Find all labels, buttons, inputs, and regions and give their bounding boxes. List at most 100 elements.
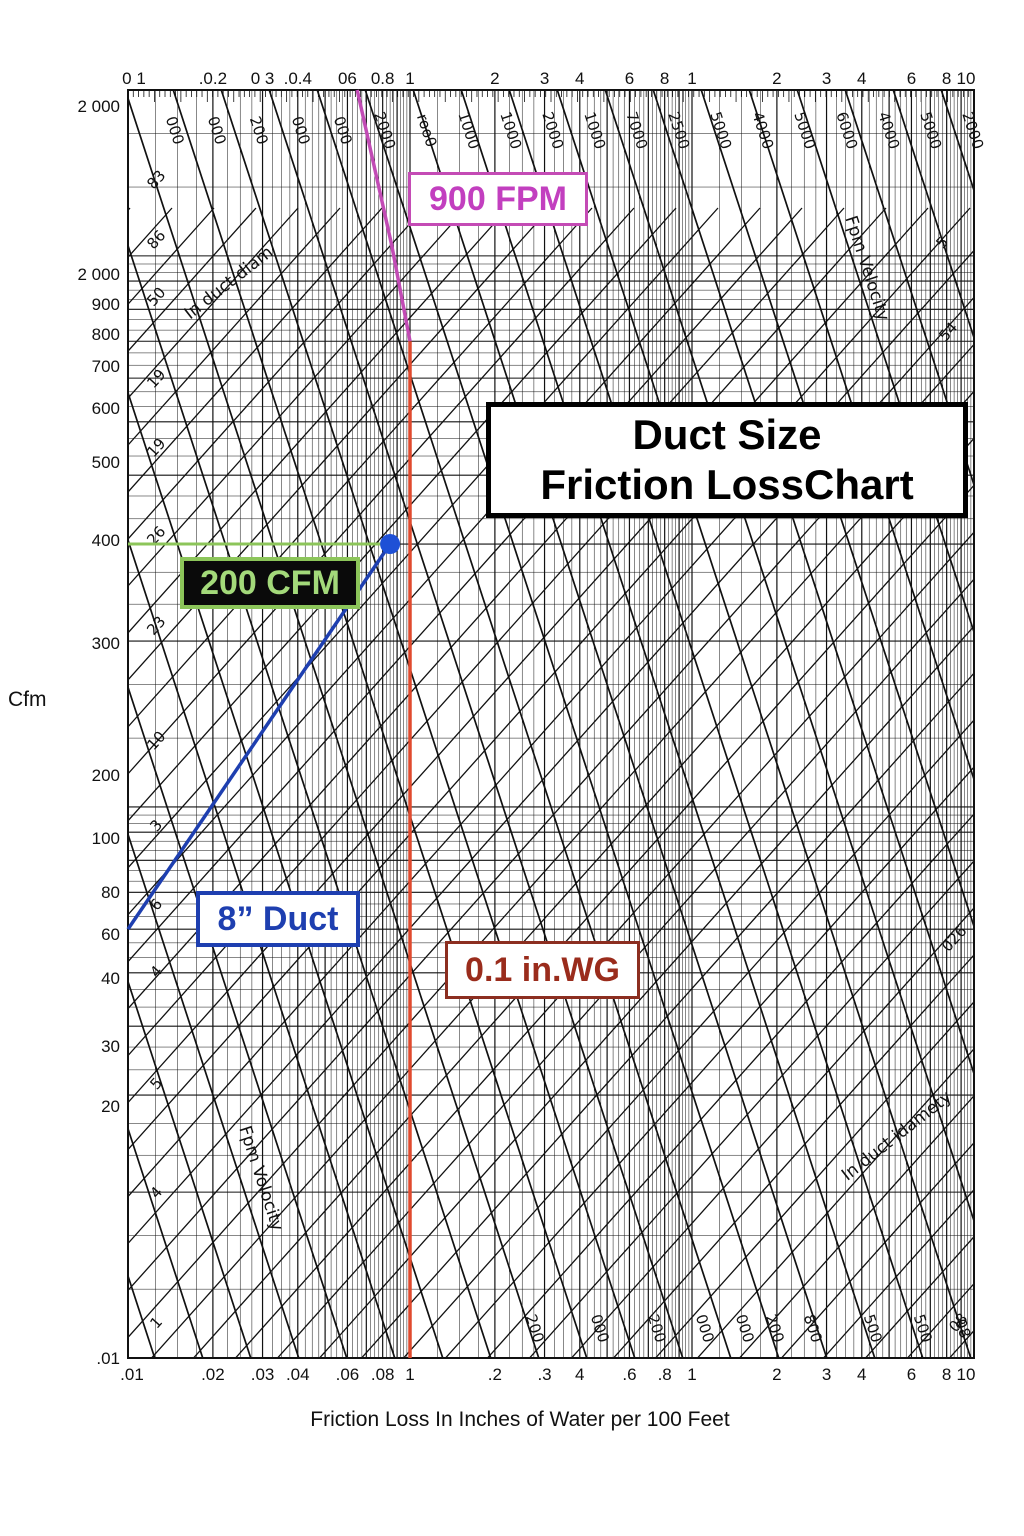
x-tick-label-bottom: 4 [575,1365,584,1384]
x-tick-label-top: 0.8 [371,69,395,88]
duct-diameter-line [696,1047,974,1358]
x-tick-label-top: 6 [907,69,916,88]
velocity-value-label: 500 [860,1312,886,1345]
duct-diameter-line [822,1188,974,1358]
x-tick-label-bottom: .02 [201,1365,225,1384]
x-tick-label-bottom: .01 [120,1365,144,1384]
velocity-value-label: 800 [800,1312,826,1345]
velocity-line [604,90,974,1224]
velocity-line [128,390,444,1358]
duct-diameter-line [444,766,974,1358]
x-tick-label-bottom: .2 [488,1365,502,1384]
duct-diameter-line [920,208,1024,1438]
velocity-value-label: 200 [762,1312,788,1345]
x-tick-label-bottom: .3 [537,1365,551,1384]
x-tick-label-top: 8 [660,69,669,88]
y-tick-label: 20 [101,1097,120,1116]
duct-diameter-line [360,672,974,1358]
velocity-value-label: 1000 [454,110,483,152]
duct-diameter-line [528,860,974,1358]
y-tick-label: 100 [92,829,120,848]
x-tick-label-bottom: 1 [687,1365,696,1384]
x-tick-label-top: 0 1 [122,69,146,88]
x-tick-label-top: 3 [540,69,549,88]
x-tick-label-bottom: .8 [658,1365,672,1384]
duct-diameter-line [0,208,46,1438]
velocity-line [220,90,636,1358]
duct-diameter-value-label: 1 [146,1313,166,1332]
velocity-line [364,90,780,1358]
duct-diameter-line [570,907,974,1358]
duct-diameter-line [128,207,467,587]
y-tick-label: 700 [92,357,120,376]
x-tick-label-bottom: .6 [622,1365,636,1384]
x-axis-label: Friction Loss In Inches of Water per 100… [310,1408,730,1431]
duct-diameter-line [128,207,803,963]
duct-diameter-line [150,437,974,1358]
velocity-line [412,90,828,1358]
velocity-line [844,90,974,488]
x-tick-label-top: 2 [490,69,499,88]
x-tick-label-bottom: .06 [336,1365,360,1384]
x-tick-label-top: 10 [957,69,976,88]
velocity-value-label: 000 [732,1312,758,1345]
velocity-value-label: 2000 [958,110,987,152]
x-tick-label-top: 1 [687,69,696,88]
x-tick-label-top: .0.4 [284,69,312,88]
duct-diameter-value-label: 4 [146,1183,166,1202]
duct-diameter-value-label: 83 [143,167,169,193]
y-axis-label: Cfm [8,688,47,711]
duct-diameter-line [612,953,974,1358]
velocity-value-label: 2000 [538,110,567,152]
velocity-value-label: 08 [951,1317,974,1341]
callout-wg: 0.1 in.WG [445,941,640,999]
x-tick-label-top: 1 [405,69,414,88]
velocity-line [316,90,732,1358]
y-tick-label: .01 [96,1349,120,1368]
x-tick-label-bottom: 4 [857,1365,866,1384]
velocity-value-label: 000 [204,114,230,147]
velocity-line [556,90,972,1358]
y-tick-label: 200 [92,766,120,785]
velocity-value-label: 200 [644,1312,670,1345]
velocity-line [128,1126,204,1358]
x-tick-label-bottom: 8 [942,1365,951,1384]
duct-diameter-line [948,1329,974,1358]
velocity-value-label: roo0 [413,112,441,150]
x-tick-label-bottom: 2 [772,1365,781,1384]
x-tick-label-bottom: .08 [371,1365,395,1384]
diagonal-lines [0,90,1024,1438]
x-tick-label-top: 4 [575,69,584,88]
series-lines [126,89,412,1358]
velocity-value-label: 500 [910,1312,936,1345]
x-tick-label-top: 8 [942,69,951,88]
velocity-line [268,90,684,1358]
duct-diameter-line [780,1141,974,1358]
y-tick-label: 80 [101,883,120,902]
callout-8-duct: 8” Duct [196,891,360,947]
velocity-value-label: 200 [522,1312,548,1345]
duct-diameter-line [128,207,215,306]
velocity-value-label: 5000 [706,110,735,152]
duct-diameter-line [128,207,761,916]
callout-200-cfm: 200 CFM [180,557,360,609]
x-tick-label-top: 06 [338,69,357,88]
velocity-line [460,90,876,1358]
duct-diameter-line [738,1094,974,1358]
duct-diameter-line [128,207,845,1010]
duct-diameter-line [276,578,974,1358]
duct-diameter-line [654,1000,974,1358]
y-tick-label: 2 000 [77,97,120,116]
x-tick-label-bottom: 3 [822,1365,831,1384]
x-tick-label-top: 0 3 [251,69,275,88]
velocity-value-label: 4000 [748,110,777,152]
velocity-line [128,537,396,1358]
chart-title-box: Duct Size Friction LossChart [486,402,968,518]
y-tick-label: 500 [92,453,120,472]
velocity-line [940,90,974,194]
velocity-line [128,978,252,1358]
duct-diameter-line [128,207,509,634]
x-tick-label-bottom: .04 [286,1365,310,1384]
y-tick-label: 60 [101,925,120,944]
